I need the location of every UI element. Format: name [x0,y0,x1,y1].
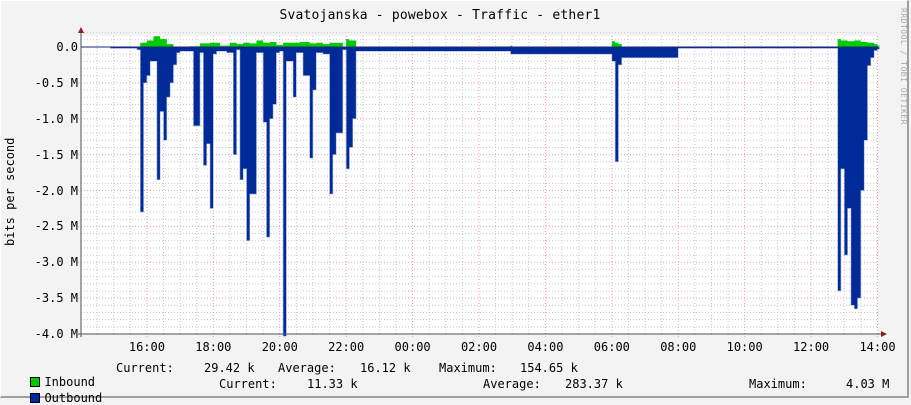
y-tick-label: -0.5 M [34,75,78,90]
inbound-current-label: Current: [116,361,174,375]
x-tick-label: 06:00 [593,340,630,354]
inbound-maximum-value: 154.65 k [520,361,578,375]
y-tick-label: 0.0 [56,40,78,54]
outbound-swatch-icon [30,393,41,403]
x-tick-label: 02:00 [460,340,498,354]
x-tick-label: 16:00 [128,340,165,354]
x-tick-label: 10:00 [726,340,763,354]
plot-background [81,36,878,334]
inbound-average-label: Average: [278,361,336,375]
outbound-label: Outbound [44,391,103,405]
legend-inbound: Inbound [16,361,95,389]
inbound-area [136,36,880,47]
outbound-current-value: 11.33 k [307,377,358,391]
y-tick-label: -2.5 M [34,219,78,234]
x-tick-label: 22:00 [328,340,365,354]
y-tick-label: -1.0 M [34,111,78,126]
x-tick-label: 04:00 [527,340,564,354]
y-tick-label: -2.0 M [34,183,78,198]
outbound-maximum-value: 4.03 M [846,377,890,391]
x-tick-label: 00:00 [394,340,431,354]
x-tick-label: 20:00 [261,340,298,354]
outbound-current-label: Current: [219,377,277,391]
x-tick-label: 12:00 [793,340,830,354]
rrdtool-watermark: RRDTOOL / TOBI OETIKER [899,8,908,125]
graph-title: Svatojanska - powebox - Traffic - ether1 [279,8,601,23]
outbound-average-value: 283.37 k [565,377,623,391]
outbound-average-label: Average: [483,377,541,391]
y-tick-label: -4.0 M [34,327,78,341]
outbound-area [110,46,880,337]
y-axis-arrow-icon [78,27,84,33]
x-tick-label: 08:00 [660,340,697,354]
inbound-swatch-icon [30,377,41,387]
x-tick-label: 18:00 [195,340,232,354]
x-axis-arrow-icon [881,331,887,337]
inbound-current-value: 29.42 k [204,361,255,375]
y-tick-label: -3.5 M [34,291,78,306]
inbound-average-value: 16.12 k [360,361,411,375]
y-tick-label: -3.0 M [34,255,78,270]
inbound-maximum-label: Maximum: [439,361,497,375]
y-tick-label: -1.5 M [34,147,78,162]
inbound-label: Inbound [44,375,96,389]
x-tick-label: 14:00 [859,340,896,354]
outbound-maximum-label: Maximum: [749,377,807,391]
legend-outbound: Outbound [16,377,102,405]
